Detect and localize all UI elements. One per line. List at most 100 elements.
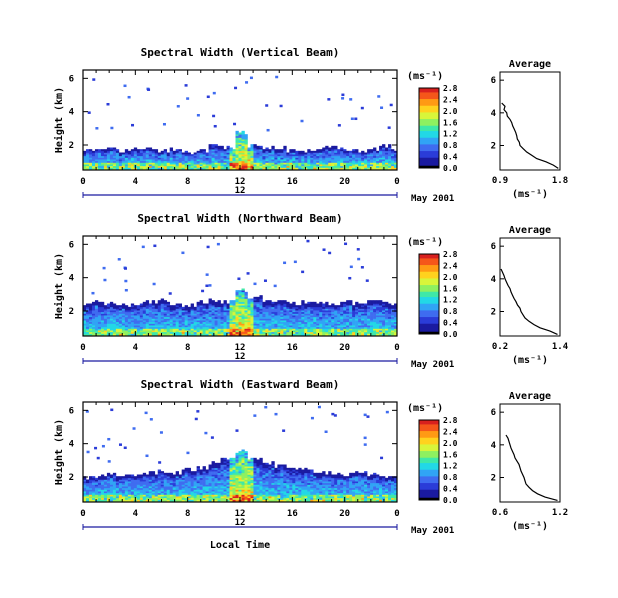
heatmap-cell bbox=[289, 165, 293, 168]
heatmap-cell bbox=[112, 499, 117, 502]
heatmap-cell bbox=[223, 467, 227, 470]
heatmap-cell bbox=[205, 323, 209, 326]
heatmap-cell bbox=[202, 333, 206, 336]
heatmap-cell bbox=[127, 328, 132, 331]
heatmap-cell bbox=[109, 157, 114, 160]
heatmap-cell bbox=[343, 308, 347, 311]
heatmap-cell bbox=[244, 291, 248, 294]
heatmap-cell bbox=[163, 150, 168, 153]
heatmap-cell bbox=[394, 157, 398, 160]
heatmap-cell bbox=[232, 305, 236, 308]
heatmap-cell bbox=[112, 167, 117, 170]
heatmap-cell bbox=[118, 308, 123, 311]
heatmap-cell bbox=[337, 150, 341, 153]
heatmap-cell bbox=[172, 310, 176, 313]
heatmap-cell bbox=[295, 310, 299, 313]
heatmap-cell bbox=[196, 154, 200, 157]
heatmap-cell bbox=[211, 484, 215, 487]
heatmap-cell bbox=[238, 471, 242, 474]
heatmap-cell bbox=[133, 494, 138, 497]
heatmap-cell bbox=[196, 162, 200, 165]
heatmap-cell bbox=[106, 323, 111, 326]
heatmap-cell bbox=[244, 497, 248, 500]
heatmap-cell bbox=[376, 323, 380, 326]
heatmap-cell bbox=[271, 320, 275, 323]
heatmap-cell bbox=[322, 325, 326, 328]
heatmap-cell bbox=[265, 330, 269, 333]
heatmap-cell bbox=[187, 492, 191, 495]
heatmap-cell bbox=[247, 494, 251, 497]
heatmap-cell bbox=[124, 306, 129, 309]
heatmap-cell bbox=[244, 467, 248, 470]
heatmap-cell bbox=[361, 160, 365, 163]
heatmap-cell bbox=[331, 310, 335, 313]
heatmap-cell bbox=[310, 330, 314, 333]
heatmap-cell bbox=[283, 145, 287, 148]
heatmap-cell bbox=[103, 323, 108, 326]
heatmap-cell bbox=[223, 162, 227, 165]
heatmap-field bbox=[83, 239, 398, 336]
colorbar-segment bbox=[419, 307, 439, 310]
heatmap-cell bbox=[370, 311, 374, 314]
heatmap-cell bbox=[112, 310, 117, 313]
heatmap-cell bbox=[265, 155, 269, 158]
heatmap-cell bbox=[223, 476, 227, 479]
heatmap-cell bbox=[136, 496, 141, 499]
heatmap-cell bbox=[283, 328, 287, 331]
heatmap-cell bbox=[142, 155, 147, 158]
heatmap-cell bbox=[214, 496, 218, 499]
heatmap-cell bbox=[235, 471, 239, 474]
heatmap-cell bbox=[181, 321, 185, 324]
heatmap-cell bbox=[88, 305, 93, 308]
heatmap-cell bbox=[238, 479, 242, 482]
heatmap-cell bbox=[394, 162, 398, 165]
heatmap-cell bbox=[169, 491, 174, 494]
heatmap-cell bbox=[300, 119, 304, 123]
heatmap-cell bbox=[379, 145, 383, 148]
heatmap-cell bbox=[259, 459, 263, 462]
heatmap-cell bbox=[277, 165, 281, 168]
heatmap-cell bbox=[235, 142, 239, 145]
heatmap-cell bbox=[85, 496, 90, 499]
heatmap-cell bbox=[217, 330, 221, 333]
heatmap-cell bbox=[130, 162, 135, 165]
heatmap-cell bbox=[130, 486, 135, 489]
heatmap-cell bbox=[313, 159, 317, 162]
heatmap-cell bbox=[166, 328, 171, 331]
heatmap-cell bbox=[211, 300, 215, 303]
heatmap-cell bbox=[151, 474, 156, 477]
heatmap-cell bbox=[250, 471, 254, 474]
heatmap-cell bbox=[199, 486, 203, 489]
heatmap-cell bbox=[379, 321, 383, 324]
heatmap-cell bbox=[394, 330, 398, 333]
heatmap-cell bbox=[307, 154, 311, 157]
heatmap-cell bbox=[202, 469, 206, 472]
heatmap-cell bbox=[325, 160, 329, 163]
heatmap-cell bbox=[331, 321, 335, 324]
heatmap-cell bbox=[148, 149, 153, 152]
heatmap-cell bbox=[172, 494, 176, 497]
heatmap-cell bbox=[238, 291, 242, 294]
heatmap-cell bbox=[241, 313, 245, 316]
heatmap-cell bbox=[175, 316, 179, 319]
heatmap-cell bbox=[181, 323, 185, 326]
heatmap-cell bbox=[139, 486, 144, 489]
heatmap-cell bbox=[178, 325, 182, 328]
heatmap-cell bbox=[208, 150, 212, 153]
heatmap-cell bbox=[316, 333, 320, 336]
heatmap-cell bbox=[235, 496, 239, 499]
heatmap-cell bbox=[148, 164, 153, 167]
heatmap-cell bbox=[214, 486, 218, 489]
heatmap-cell bbox=[85, 321, 90, 324]
heatmap-cell bbox=[262, 497, 266, 500]
heatmap-cell bbox=[124, 491, 129, 494]
heatmap-cell bbox=[271, 331, 275, 334]
heatmap-cell bbox=[241, 471, 245, 474]
heatmap-cell bbox=[247, 303, 251, 306]
heatmap-cell bbox=[127, 486, 132, 489]
heatmap-cell bbox=[313, 321, 317, 324]
heatmap-cell bbox=[241, 132, 245, 135]
heatmap-cell bbox=[100, 164, 105, 167]
heatmap-cell bbox=[238, 306, 242, 309]
heatmap-cell bbox=[148, 482, 153, 485]
